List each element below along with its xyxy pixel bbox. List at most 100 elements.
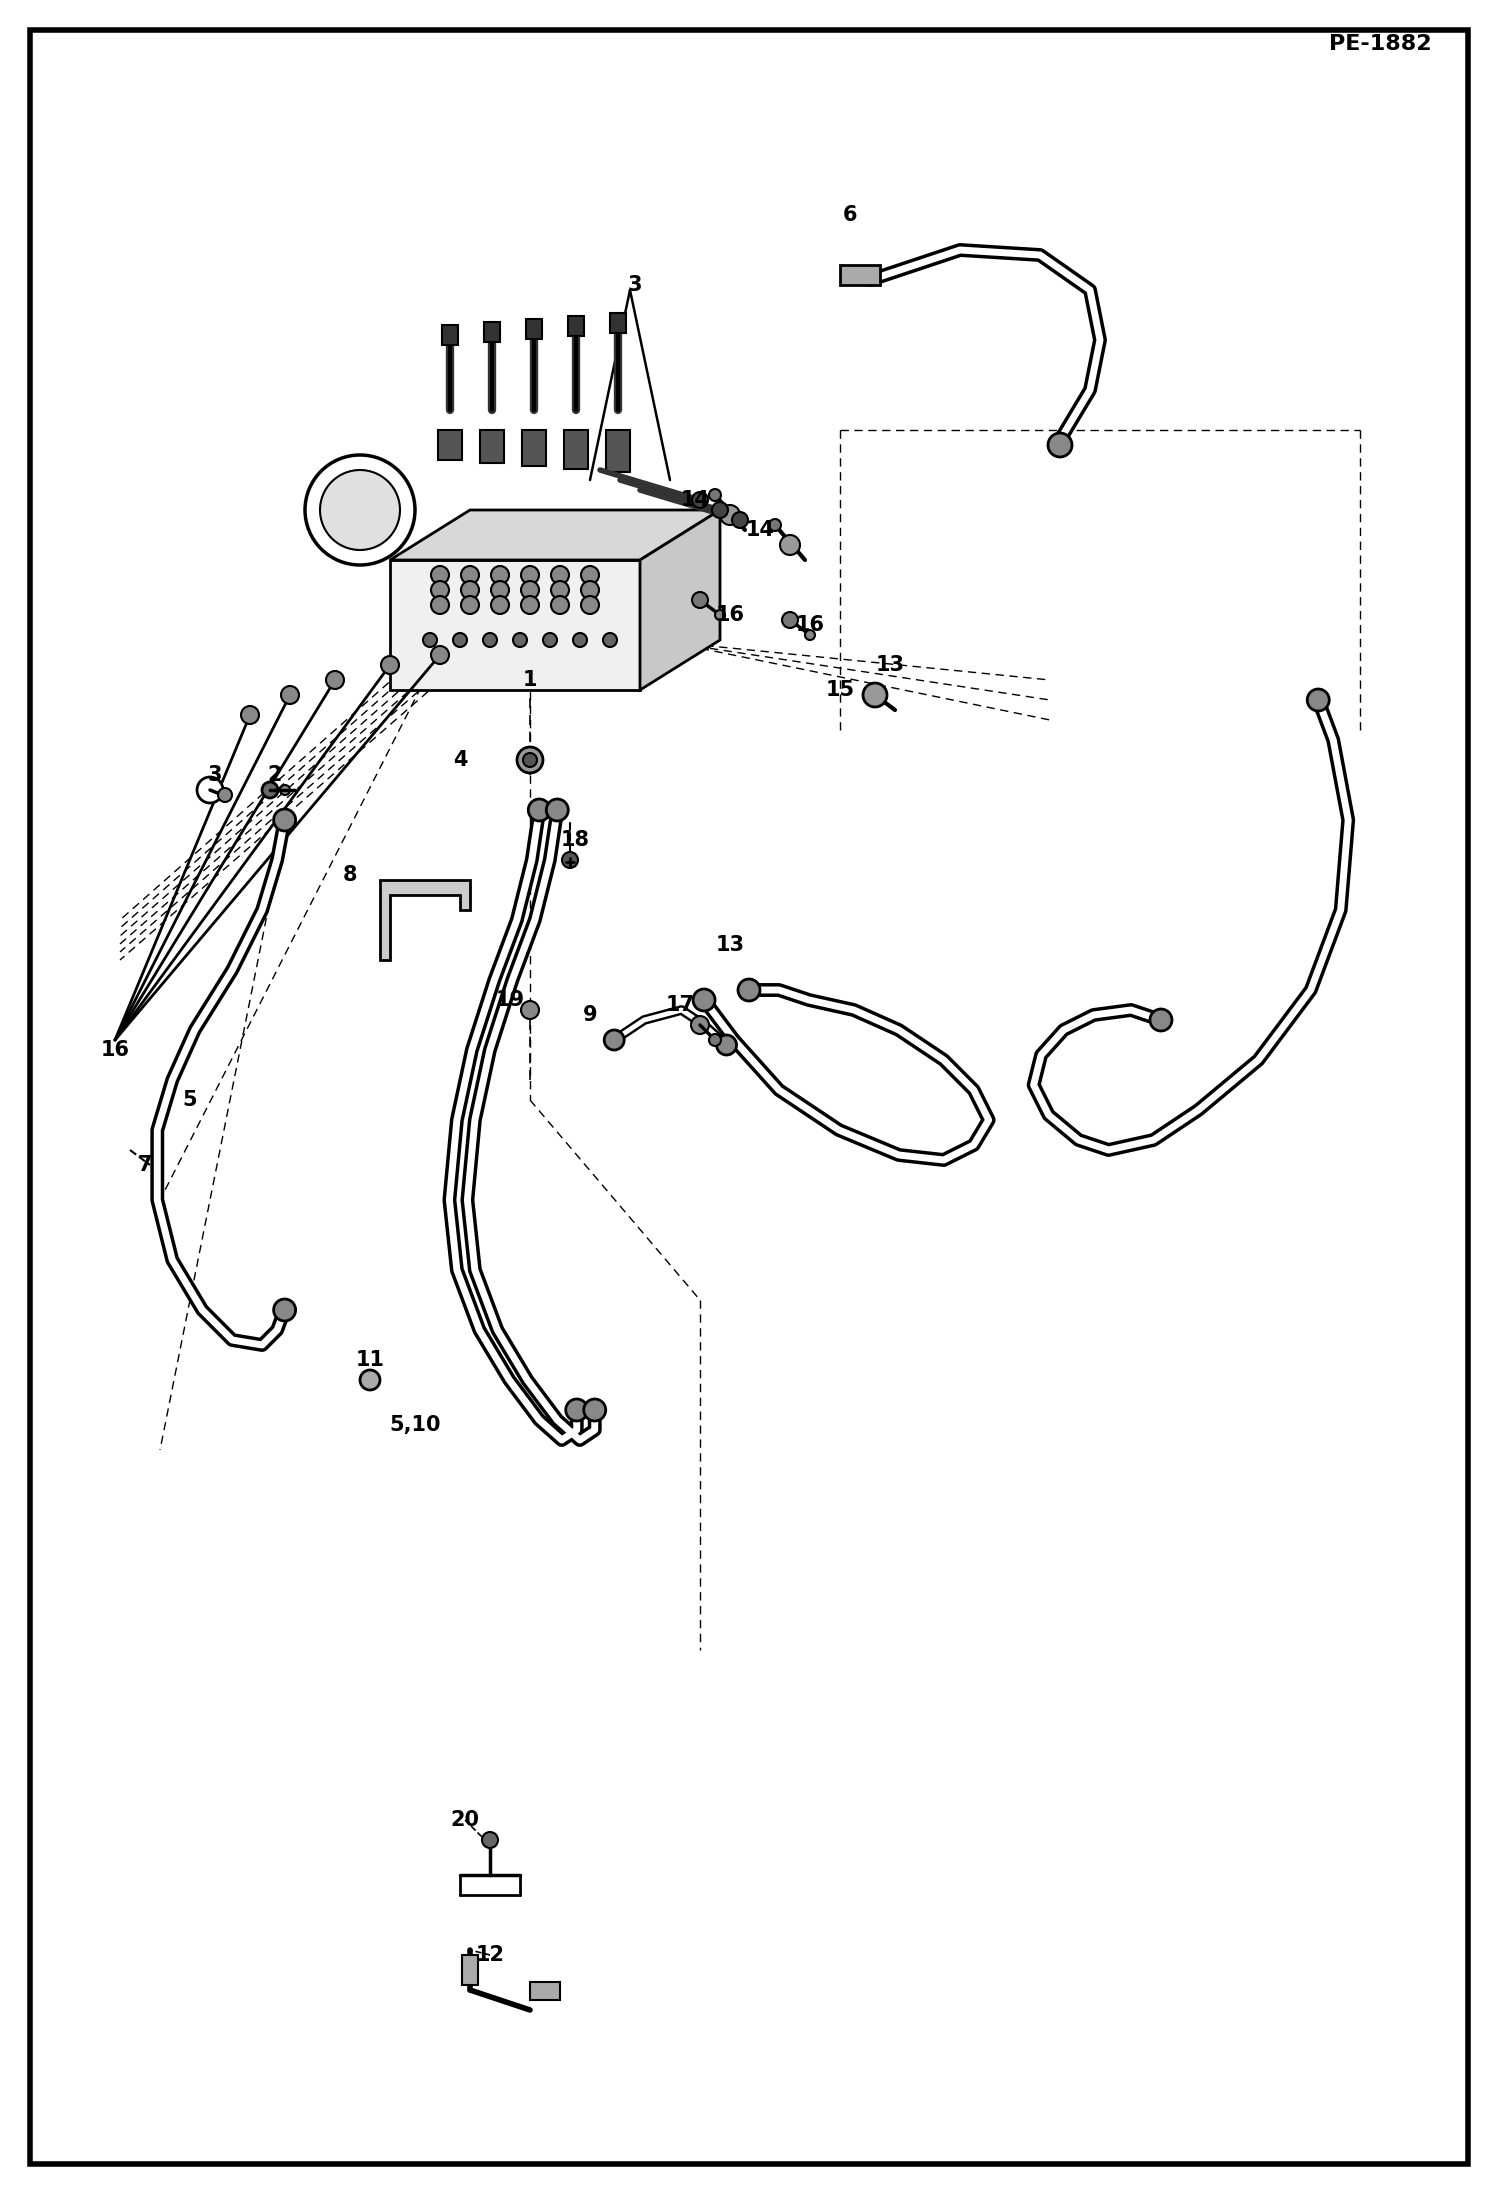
Bar bbox=[437, 430, 461, 461]
Circle shape bbox=[551, 566, 569, 584]
Bar bbox=[565, 430, 589, 470]
Circle shape bbox=[431, 597, 449, 614]
Bar bbox=[479, 430, 503, 463]
Circle shape bbox=[282, 687, 300, 704]
Polygon shape bbox=[380, 880, 470, 961]
Text: 16: 16 bbox=[100, 1040, 129, 1060]
Circle shape bbox=[512, 634, 527, 647]
Text: 4: 4 bbox=[452, 750, 467, 770]
Text: 16: 16 bbox=[716, 606, 745, 625]
Text: 1: 1 bbox=[523, 669, 538, 689]
Bar bbox=[840, 265, 879, 285]
Circle shape bbox=[482, 634, 497, 647]
Circle shape bbox=[241, 706, 259, 724]
Bar bbox=[461, 1955, 478, 1986]
Bar bbox=[526, 318, 542, 340]
Circle shape bbox=[1308, 689, 1329, 711]
Circle shape bbox=[716, 1036, 737, 1055]
Circle shape bbox=[604, 634, 617, 647]
Text: 13: 13 bbox=[875, 656, 905, 676]
Polygon shape bbox=[640, 509, 721, 689]
Circle shape bbox=[715, 610, 725, 621]
Text: 6: 6 bbox=[843, 204, 857, 226]
Text: 16: 16 bbox=[795, 614, 824, 634]
Circle shape bbox=[712, 502, 728, 518]
Text: 2: 2 bbox=[268, 766, 282, 785]
Circle shape bbox=[521, 1000, 539, 1018]
Text: 13: 13 bbox=[716, 935, 745, 954]
Circle shape bbox=[521, 566, 539, 584]
Circle shape bbox=[491, 566, 509, 584]
Bar bbox=[521, 430, 545, 465]
Circle shape bbox=[529, 799, 550, 821]
Circle shape bbox=[431, 645, 449, 665]
Circle shape bbox=[461, 566, 479, 584]
Bar bbox=[484, 323, 500, 342]
Circle shape bbox=[566, 1400, 587, 1422]
Circle shape bbox=[360, 1369, 380, 1391]
Circle shape bbox=[574, 634, 587, 647]
Circle shape bbox=[306, 454, 415, 566]
Circle shape bbox=[584, 1400, 605, 1422]
Circle shape bbox=[452, 634, 467, 647]
Text: 5,10: 5,10 bbox=[389, 1415, 440, 1435]
Circle shape bbox=[547, 799, 568, 821]
Bar bbox=[610, 314, 626, 333]
Circle shape bbox=[521, 581, 539, 599]
Circle shape bbox=[280, 785, 291, 794]
Text: PE-1882: PE-1882 bbox=[1329, 33, 1431, 55]
Text: 14: 14 bbox=[746, 520, 774, 540]
Circle shape bbox=[517, 746, 542, 772]
Text: 15: 15 bbox=[825, 680, 854, 700]
Bar bbox=[607, 430, 631, 472]
Polygon shape bbox=[389, 559, 640, 689]
Circle shape bbox=[431, 566, 449, 584]
Circle shape bbox=[274, 810, 295, 832]
Circle shape bbox=[461, 581, 479, 599]
Text: 3: 3 bbox=[208, 766, 222, 785]
Circle shape bbox=[551, 581, 569, 599]
Circle shape bbox=[491, 597, 509, 614]
Circle shape bbox=[327, 671, 345, 689]
Circle shape bbox=[721, 505, 740, 524]
Circle shape bbox=[380, 656, 398, 674]
Circle shape bbox=[581, 581, 599, 599]
Text: 12: 12 bbox=[475, 1946, 505, 1966]
Circle shape bbox=[692, 592, 709, 608]
Text: 9: 9 bbox=[583, 1005, 598, 1025]
Polygon shape bbox=[389, 509, 721, 559]
Circle shape bbox=[692, 491, 709, 509]
Circle shape bbox=[219, 788, 232, 803]
Circle shape bbox=[581, 566, 599, 584]
Circle shape bbox=[431, 581, 449, 599]
Circle shape bbox=[482, 1832, 497, 1847]
Bar bbox=[442, 325, 458, 344]
Text: 19: 19 bbox=[496, 989, 524, 1009]
Text: 7: 7 bbox=[138, 1154, 153, 1176]
Circle shape bbox=[521, 597, 539, 614]
Text: 5: 5 bbox=[183, 1090, 198, 1110]
Circle shape bbox=[782, 612, 798, 627]
Circle shape bbox=[780, 535, 800, 555]
Circle shape bbox=[604, 1029, 625, 1051]
Circle shape bbox=[804, 630, 815, 641]
Circle shape bbox=[863, 682, 887, 706]
Circle shape bbox=[562, 851, 578, 869]
Circle shape bbox=[768, 520, 780, 531]
Bar bbox=[568, 316, 584, 336]
Circle shape bbox=[422, 634, 437, 647]
Circle shape bbox=[1049, 432, 1073, 456]
Text: 18: 18 bbox=[560, 829, 590, 849]
Circle shape bbox=[739, 979, 759, 1000]
Circle shape bbox=[709, 1033, 721, 1047]
Text: 14: 14 bbox=[680, 489, 710, 509]
Circle shape bbox=[694, 989, 715, 1011]
Circle shape bbox=[198, 777, 223, 803]
Circle shape bbox=[321, 470, 400, 551]
Circle shape bbox=[523, 753, 536, 768]
Circle shape bbox=[274, 1299, 295, 1321]
Circle shape bbox=[1150, 1009, 1171, 1031]
Text: 8: 8 bbox=[343, 864, 357, 884]
Bar bbox=[530, 1981, 560, 2001]
Circle shape bbox=[551, 597, 569, 614]
